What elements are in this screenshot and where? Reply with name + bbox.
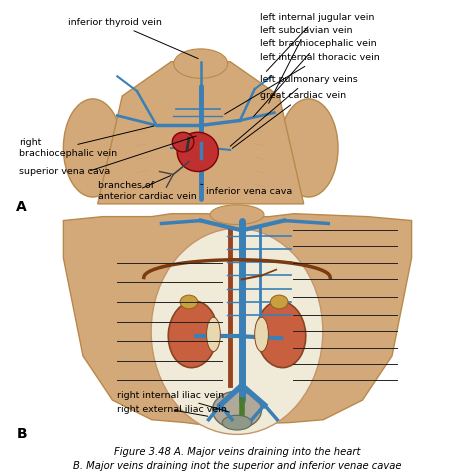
Text: inferior vena cava: inferior vena cava	[201, 184, 292, 196]
Text: left subclavian vein: left subclavian vein	[260, 26, 352, 103]
Text: great cardiac vein: great cardiac vein	[232, 91, 346, 148]
Text: B: B	[16, 428, 27, 441]
Ellipse shape	[270, 295, 288, 309]
Ellipse shape	[168, 301, 218, 368]
Ellipse shape	[210, 205, 264, 225]
Text: right internal iliac vein: right internal iliac vein	[118, 391, 229, 412]
Text: B. Major veins draining inot the superior and inferior venae cavae: B. Major veins draining inot the superio…	[73, 461, 401, 471]
Polygon shape	[64, 214, 411, 425]
Text: Figure 3.48 A. Major veins draining into the heart: Figure 3.48 A. Major veins draining into…	[114, 447, 360, 457]
Ellipse shape	[180, 295, 198, 309]
Ellipse shape	[174, 49, 228, 78]
Polygon shape	[98, 62, 304, 204]
Ellipse shape	[222, 415, 252, 430]
Ellipse shape	[177, 132, 219, 172]
Text: branches of
anterior cardiac vein: branches of anterior cardiac vein	[98, 182, 196, 201]
Text: left pulmonary veins: left pulmonary veins	[230, 75, 357, 146]
Text: right
brachiocephalic vein: right brachiocephalic vein	[19, 138, 118, 158]
Text: A: A	[16, 200, 27, 214]
Text: superior vena cava: superior vena cava	[19, 167, 110, 176]
Ellipse shape	[172, 132, 194, 152]
Text: left internal thoracic vein: left internal thoracic vein	[225, 53, 379, 114]
Ellipse shape	[64, 99, 122, 197]
Ellipse shape	[255, 317, 268, 352]
Ellipse shape	[212, 391, 262, 428]
Ellipse shape	[279, 99, 338, 197]
Ellipse shape	[256, 301, 306, 368]
Text: left internal jugular vein: left internal jugular vein	[260, 13, 374, 72]
Text: right external iliac vein: right external iliac vein	[118, 405, 227, 416]
Ellipse shape	[207, 317, 220, 352]
Ellipse shape	[151, 228, 323, 434]
Text: left brachiocephalic vein: left brachiocephalic vein	[254, 39, 376, 117]
Text: inferior thyroid vein: inferior thyroid vein	[68, 18, 198, 59]
